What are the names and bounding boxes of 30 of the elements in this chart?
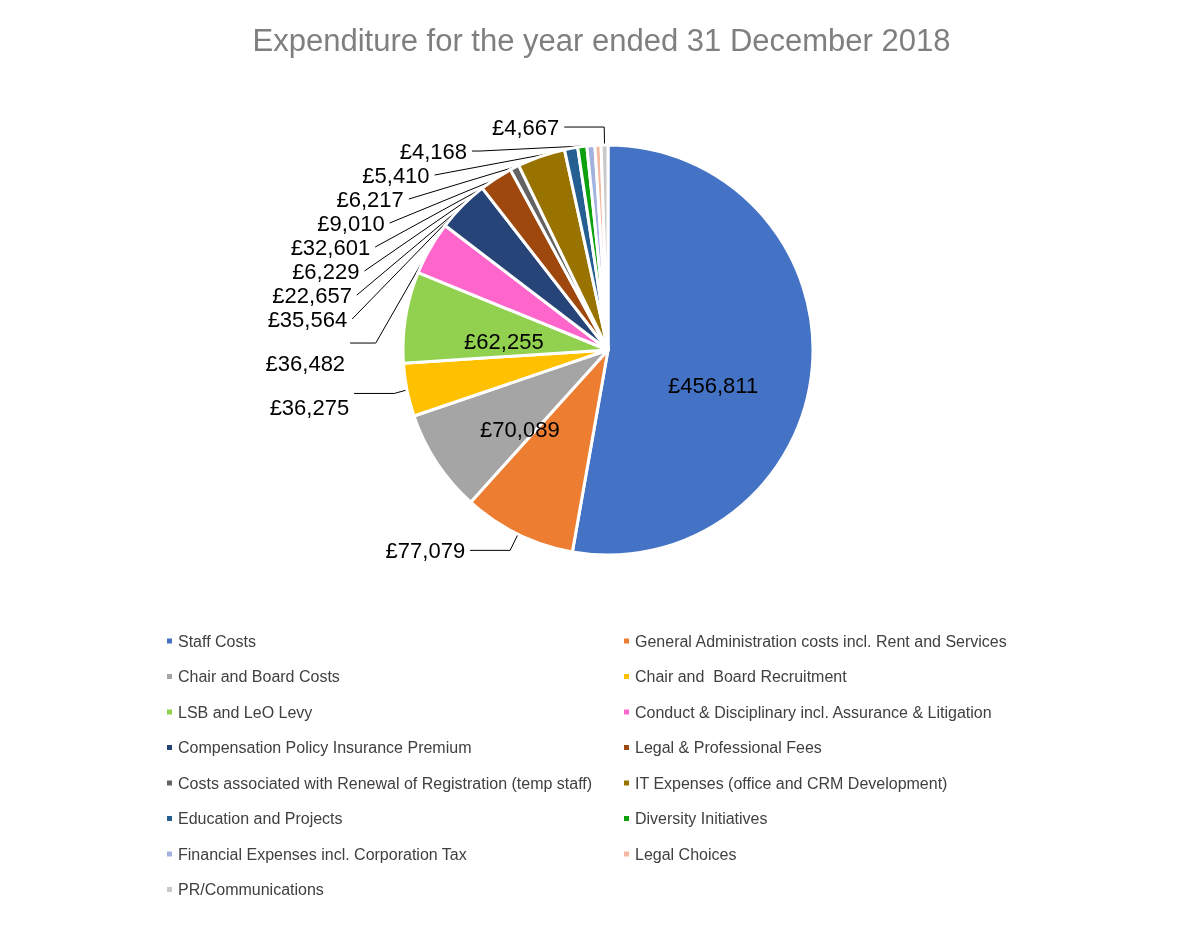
legend-label: Chair and Board Recruitment xyxy=(635,668,848,685)
data-label: £6,229 xyxy=(292,258,360,284)
data-label: £62,255 xyxy=(464,328,544,354)
legend-label: Compensation Policy Insurance Premium xyxy=(178,739,472,756)
legend-label: Conduct & Disciplinary incl. Assurance & Litigation xyxy=(635,703,992,721)
legend-label: LSB and LeO Levy xyxy=(178,703,313,721)
data-label: £9,010 xyxy=(317,210,385,236)
legend-label: Chair and Board Costs xyxy=(178,668,340,685)
legend-label: Costs associated with Renewal of Registration (temp staff) xyxy=(178,774,593,792)
legend-label: Legal & Professional Fees xyxy=(635,739,822,756)
data-label: £4,667 xyxy=(491,114,560,140)
data-label: £36,482 xyxy=(265,350,346,376)
chart-title: Expenditure for the year ended 31 December 2018 xyxy=(252,23,951,58)
legend-label: PR/Communications xyxy=(178,881,324,898)
legend-label: Legal Choices xyxy=(635,845,737,863)
data-label: £6,217 xyxy=(336,186,404,212)
legend-label: Staff Costs xyxy=(178,632,256,650)
data-label: £32,601 xyxy=(290,234,371,260)
data-label: £456,811 xyxy=(668,372,759,398)
data-label: £36,275 xyxy=(269,394,350,420)
legend-label: General Administration costs incl. Rent and Services xyxy=(635,632,1007,650)
data-label: £35,564 xyxy=(267,306,348,332)
data-label: £4,168 xyxy=(399,138,468,164)
legend-label: Financial Expenses incl. Corporation Tax xyxy=(178,845,467,863)
legend-label: IT Expenses (office and CRM Development) xyxy=(635,774,948,792)
legend-label: Diversity Initiatives xyxy=(635,810,768,827)
data-label: £77,079 xyxy=(385,537,466,563)
data-label: £22,657 xyxy=(272,282,352,308)
data-label: £5,410 xyxy=(362,162,430,188)
legend-label: Education and Projects xyxy=(178,810,343,827)
